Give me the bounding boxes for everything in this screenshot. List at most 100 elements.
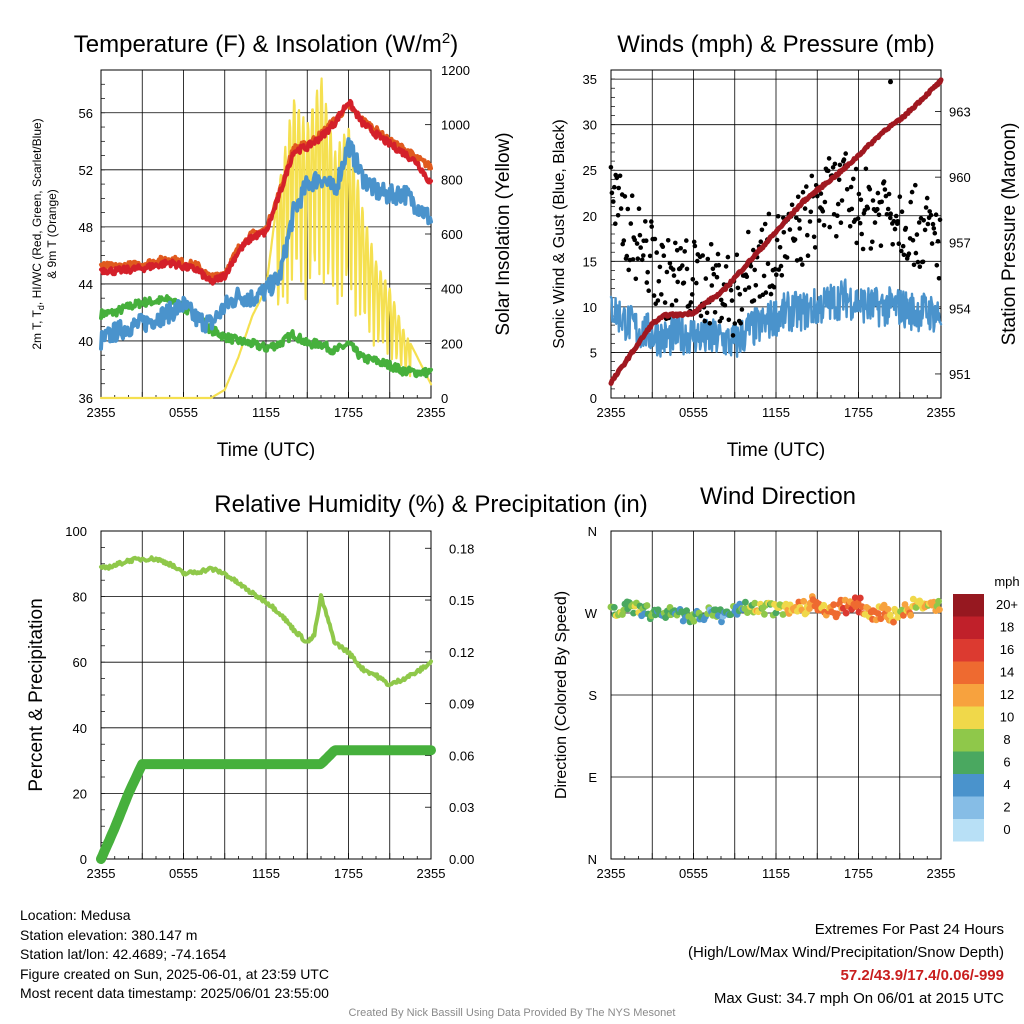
created-text: Figure created on Sun, 2025-06-01, at 23…	[20, 965, 329, 982]
colorbar-label: mph	[994, 574, 1019, 589]
x-tick-label: 0555	[169, 405, 198, 420]
gust-point	[835, 213, 840, 218]
gust-point	[684, 238, 689, 243]
gust-point	[614, 175, 620, 181]
gust-point	[928, 212, 934, 218]
gust-point	[875, 206, 880, 212]
direction-point	[610, 604, 618, 611]
gust-point	[933, 212, 939, 217]
gust-point	[718, 297, 724, 303]
gust-point	[653, 301, 658, 307]
gust-point	[881, 179, 887, 184]
x-tick-label: 0555	[679, 405, 708, 420]
colorbar-swatch	[953, 684, 984, 707]
y-tick-label: 5	[590, 345, 597, 360]
y-tick-label: 52	[79, 163, 93, 178]
recent-data-text: Most recent data timestamp: 2025/06/01 2…	[20, 985, 329, 1001]
gust-point	[937, 217, 943, 223]
chart-title: Relative Humidity (%) & Precipitation (i…	[214, 491, 647, 518]
gust-point	[815, 193, 820, 199]
gust-point	[805, 253, 811, 258]
gust-point	[885, 206, 891, 212]
gust-point	[914, 232, 920, 237]
gust-point	[709, 283, 715, 288]
gust-point	[694, 280, 699, 286]
x-tick-label: 1155	[252, 405, 280, 420]
gust-point	[691, 239, 697, 245]
gust-point	[795, 194, 801, 200]
gust-point	[779, 273, 785, 278]
gust-point	[843, 151, 848, 156]
series-wind-chill-blue	[99, 137, 433, 351]
gust-point	[714, 274, 720, 280]
gust-point	[888, 215, 893, 221]
gust-point	[643, 238, 649, 243]
x-axis-label: Time (UTC)	[217, 440, 316, 461]
colorbar-tick-label: 12	[1000, 687, 1014, 702]
gust-point	[844, 187, 850, 192]
gust-point	[738, 320, 743, 326]
chart-title: Wind Direction	[700, 483, 856, 510]
gust-point	[692, 243, 698, 249]
gust-point	[665, 238, 671, 243]
gust-point	[734, 252, 740, 258]
y2-axis-label: Station Pressure (Maroon)	[999, 123, 1020, 346]
gust-point	[644, 280, 650, 285]
gust-point	[886, 191, 892, 197]
direction-point	[912, 604, 920, 611]
series-relative-humidity	[99, 555, 433, 688]
x-tick-label: 2355	[927, 405, 956, 420]
series-dewpoint-green	[99, 294, 433, 379]
gust-point	[684, 266, 690, 272]
colorbar-swatch	[953, 706, 984, 729]
y-axis-label: Direction (Colored By Speed)	[553, 591, 570, 799]
wind-direction-panel: 2355 0555 1155 1755 2355NWSENmph20+181614121…	[553, 483, 1020, 881]
x-tick-label: 1155	[762, 866, 790, 881]
gust-point	[774, 237, 780, 243]
gust-point	[681, 280, 687, 286]
y2-tick-label: 957	[949, 236, 971, 251]
colorbar-swatch	[953, 819, 984, 842]
y-tick-label: 35	[583, 72, 597, 87]
gust-point	[659, 292, 664, 297]
gust-point	[748, 263, 754, 269]
extremes-values: 57.2/43.9/17.4/0.06/-999	[840, 967, 1004, 984]
y-tick-label: 60	[73, 655, 87, 670]
gust-point	[851, 176, 856, 182]
y-tick-label: 25	[583, 163, 597, 178]
gust-point	[915, 259, 921, 265]
gust-point	[884, 212, 890, 217]
y2-tick-label: 0.12	[449, 645, 474, 660]
gust-point	[675, 279, 680, 285]
gust-point	[671, 273, 677, 278]
gust-point	[737, 292, 743, 297]
x-tick-label: 2355	[417, 405, 446, 420]
gust-point	[859, 231, 864, 237]
direction-point	[936, 606, 943, 613]
colorbar-tick-label: 6	[1003, 755, 1010, 770]
gust-point	[812, 245, 818, 250]
y2-tick-label: 963	[949, 105, 971, 120]
gust-point	[911, 262, 917, 268]
gust-point	[808, 209, 814, 215]
colorbar-tick-label: 16	[1000, 642, 1014, 657]
gust-point	[784, 255, 790, 260]
direction-point	[907, 611, 915, 619]
gust-point	[649, 224, 654, 229]
gust-point	[927, 209, 932, 214]
direction-point	[742, 598, 749, 606]
gust-point	[761, 273, 767, 279]
gust-point	[858, 197, 864, 203]
gust-point	[830, 165, 836, 170]
gust-point	[936, 276, 942, 281]
gust-point	[895, 219, 900, 224]
direction-point	[874, 610, 882, 617]
gust-point	[794, 215, 799, 220]
gust-point	[805, 232, 810, 238]
gust-point	[762, 221, 768, 227]
y-tick-label: N	[588, 524, 597, 539]
gust-point	[913, 182, 918, 188]
direction-point	[712, 606, 719, 614]
gust-point	[838, 220, 844, 225]
gust-point	[630, 257, 636, 262]
